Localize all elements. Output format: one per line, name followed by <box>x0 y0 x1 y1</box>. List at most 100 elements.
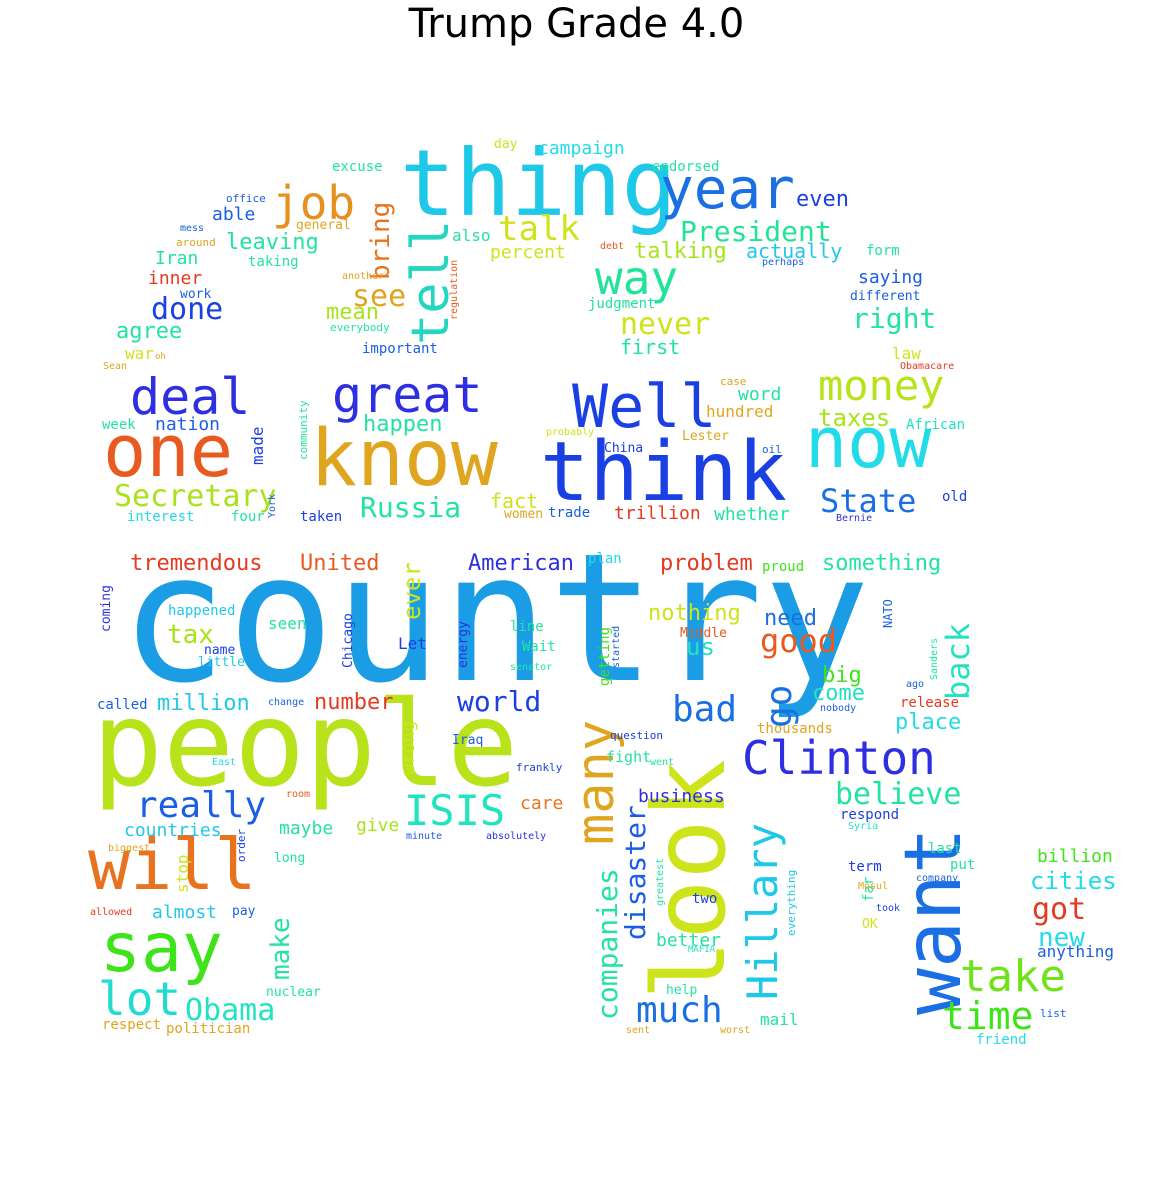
word-hillary: Hillary <box>738 822 787 1000</box>
word-nothing: nothing <box>648 601 741 626</box>
word-fact: fact <box>490 489 539 513</box>
word-something: something <box>822 551 942 576</box>
word-nato: NATO <box>881 599 895 628</box>
word-now: now <box>805 402 932 484</box>
word-taking: taking <box>248 254 299 270</box>
word-mess: mess <box>180 223 205 234</box>
word-probably: probably <box>546 427 595 438</box>
word-state: State <box>820 482 917 520</box>
word-biggest: biggest <box>108 843 151 854</box>
word-oil: oil <box>762 443 782 456</box>
word-thing: thing <box>400 130 677 237</box>
word-job: job <box>272 176 356 230</box>
word-line: line <box>510 619 544 635</box>
word-believe: believe <box>835 777 962 812</box>
word-time: time <box>942 994 1034 1038</box>
word-will: will <box>88 824 257 906</box>
word-sanders: Sanders <box>929 637 940 680</box>
word-great: great <box>332 366 483 424</box>
word-money: money <box>818 361 945 410</box>
word-oh: oh <box>155 352 166 362</box>
word-pay: pay <box>232 904 256 919</box>
word-obama: Obama <box>185 993 276 1028</box>
word-back: back <box>939 622 977 700</box>
word-judgment: judgment <box>588 296 656 312</box>
word-much: much <box>636 990 723 1031</box>
word-frankly: frankly <box>516 761 563 774</box>
word-two: two <box>692 891 718 907</box>
word-even: even <box>796 187 849 212</box>
word-take: take <box>960 951 1066 1002</box>
word-better: better <box>656 930 722 951</box>
word-need: need <box>764 606 817 631</box>
word-united: United <box>300 551 380 576</box>
word-bring: bring <box>366 201 396 280</box>
word-chicago: Chicago <box>341 613 356 668</box>
word-see: see <box>352 279 407 314</box>
word-respond: respond <box>840 807 900 823</box>
cloud-title: Trump Grade 4.0 <box>408 1 745 47</box>
word-million: million <box>157 691 250 716</box>
word-secretary: Secretary <box>114 479 277 514</box>
word-term: term <box>848 859 882 875</box>
word-hundred: hundred <box>706 402 774 421</box>
word-give: give <box>356 815 400 836</box>
word-change: change <box>268 697 305 708</box>
word-president: President <box>680 215 832 248</box>
word-excuse: excuse <box>332 159 383 175</box>
word-come: come <box>812 681 865 706</box>
word-east: East <box>212 757 237 768</box>
word-nation: nation <box>155 414 221 435</box>
word-little: little <box>198 655 245 670</box>
word-plan: plan <box>588 551 622 567</box>
word-important: important <box>362 341 438 357</box>
word-bad: bad <box>672 689 738 730</box>
word-worst: worst <box>720 1025 751 1036</box>
word-say: say <box>100 909 223 988</box>
word-regulation: regulation <box>449 259 460 320</box>
word-able: able <box>212 204 256 225</box>
word-getting: getting <box>597 626 613 686</box>
word-took: took <box>876 903 901 914</box>
word-different: different <box>850 289 921 304</box>
word-talk: talk <box>498 209 580 249</box>
word-companies: companies <box>591 868 624 1020</box>
word-perhaps: perhaps <box>762 257 805 268</box>
word-mafia: MAFIA <box>688 945 716 955</box>
word-week: week <box>102 417 136 433</box>
word-coming: coming <box>99 585 114 632</box>
word-sean: Sean <box>103 361 128 372</box>
word-us: us <box>686 633 715 661</box>
word-russia: Russia <box>360 491 462 524</box>
word-proud: proud <box>762 559 805 575</box>
word-everybody: everybody <box>330 321 390 334</box>
word-women: women <box>504 507 544 522</box>
word-office: office <box>226 192 266 205</box>
word-inner: inner <box>148 268 203 289</box>
word-mail: mail <box>760 1010 799 1029</box>
word-whether: whether <box>714 504 790 525</box>
word-good: good <box>760 622 838 660</box>
word-friend: friend <box>976 1032 1027 1048</box>
word-put: put <box>950 857 976 873</box>
word-african: African <box>906 417 966 433</box>
word-never: never <box>620 307 711 342</box>
word-saying: saying <box>858 267 924 288</box>
word-last: last <box>928 841 962 857</box>
word-isis: ISIS <box>404 786 506 835</box>
word-china: China <box>604 441 644 456</box>
word-sent: sent <box>626 1025 651 1036</box>
word-iran: Iran <box>155 248 199 269</box>
word-leaving: leaving <box>226 230 319 255</box>
word-mosul: Mosul <box>858 881 889 892</box>
word-ok: OK <box>862 917 878 932</box>
word-also: also <box>452 226 491 245</box>
word-american: American <box>468 551 574 576</box>
word-happened: happened <box>168 603 236 619</box>
word-percent: percent <box>490 242 566 263</box>
word-first: first <box>620 335 681 359</box>
word-word: word <box>738 384 782 405</box>
word-deal: deal <box>130 368 251 426</box>
word-company: company <box>916 873 959 884</box>
word-community: community <box>297 400 310 460</box>
